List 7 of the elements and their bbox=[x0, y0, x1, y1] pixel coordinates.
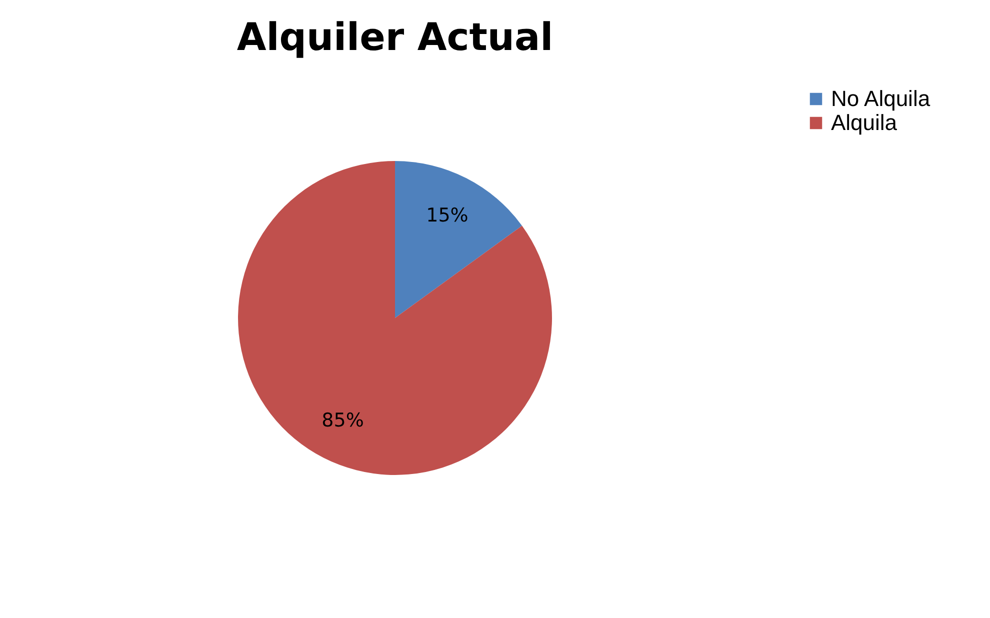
pie-slice bbox=[395, 161, 522, 318]
legend-label: No Alquila bbox=[831, 86, 931, 111]
data-label: 15% bbox=[426, 204, 468, 227]
data-label: 85% bbox=[322, 409, 364, 432]
pie-slice bbox=[238, 161, 552, 475]
legend-label: Alquila bbox=[831, 110, 898, 135]
chart-title: Alquiler Actual bbox=[236, 15, 554, 59]
